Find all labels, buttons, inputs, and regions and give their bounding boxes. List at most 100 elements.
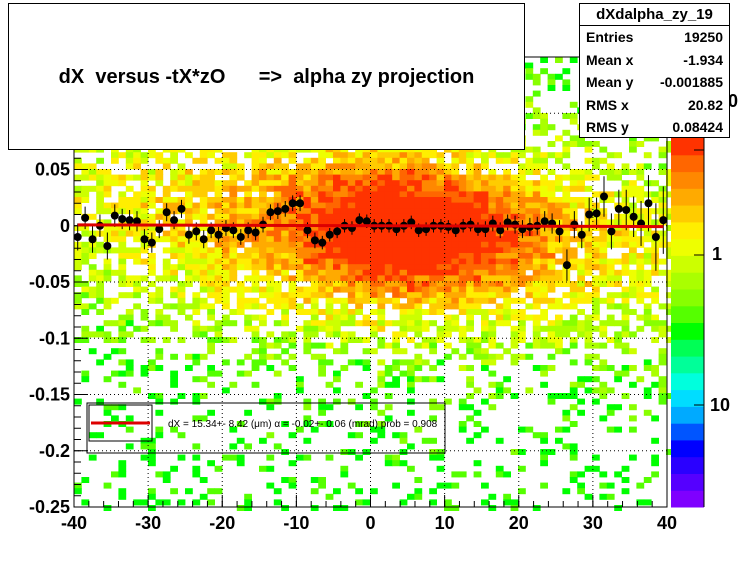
heatmap-cell	[281, 180, 289, 187]
heatmap-cell	[377, 275, 386, 282]
heatmap-cell	[399, 460, 408, 467]
heatmap-cell	[458, 197, 467, 203]
heatmap-cell	[658, 376, 667, 383]
profile-point	[318, 238, 327, 247]
heatmap-cell	[214, 269, 223, 276]
heatmap-cell	[569, 185, 578, 192]
heatmap-cell	[392, 286, 400, 293]
heatmap-cell	[266, 236, 275, 243]
heatmap-cell	[96, 269, 104, 276]
heatmap-cell	[162, 157, 171, 164]
heatmap-cell	[606, 236, 615, 243]
heatmap-cell	[510, 393, 519, 399]
heatmap-cell	[547, 208, 556, 215]
heatmap-cell	[473, 264, 482, 271]
heatmap-cell	[384, 258, 393, 265]
heatmap-cell	[259, 337, 267, 343]
heatmap-cell	[310, 353, 319, 360]
heatmap-cell	[118, 337, 127, 343]
heatmap-cell	[88, 432, 97, 439]
heatmap-cell	[643, 208, 652, 215]
heatmap-cell	[288, 208, 297, 215]
heatmap-cell	[214, 281, 223, 287]
heatmap-cell	[606, 169, 615, 175]
heatmap-cell	[407, 185, 415, 192]
palette-swatch	[671, 221, 704, 240]
profile-point	[644, 199, 653, 208]
heatmap-cell	[251, 247, 260, 254]
heatmap-cell	[407, 264, 415, 271]
heatmap-cell	[525, 208, 534, 215]
heatmap-cell	[421, 202, 430, 209]
heatmap-cell	[532, 241, 541, 248]
heatmap-cell	[251, 269, 260, 276]
heatmap-cell	[244, 197, 252, 203]
heatmap-cell	[466, 241, 474, 248]
heatmap-cell	[473, 258, 482, 265]
heatmap-cell	[340, 275, 349, 282]
heatmap-cell	[421, 281, 430, 287]
heatmap-cell	[281, 477, 289, 483]
heatmap-cell	[118, 281, 127, 287]
heatmap-cell	[466, 297, 474, 304]
heatmap-cell	[614, 213, 622, 220]
heatmap-cell	[355, 174, 363, 181]
heatmap-cell	[229, 174, 238, 181]
heatmap-cell	[362, 169, 371, 175]
heatmap-cell	[414, 185, 423, 192]
heatmap-cell	[525, 163, 534, 170]
heatmap-cell	[651, 337, 659, 343]
heatmap-cell	[347, 258, 356, 265]
heatmap-cell	[621, 488, 630, 495]
heatmap-cell	[170, 236, 178, 243]
heatmap-cell	[74, 253, 82, 259]
heatmap-cell	[355, 264, 363, 271]
heatmap-cell	[377, 264, 386, 271]
heatmap-cell	[569, 325, 578, 332]
heatmap-cell	[266, 225, 275, 231]
heatmap-cell	[288, 225, 297, 231]
palette-swatch	[671, 305, 704, 323]
heatmap-cell	[421, 185, 430, 192]
heatmap-cell	[296, 292, 304, 299]
heatmap-cell	[347, 337, 356, 343]
heatmap-cell	[310, 208, 319, 215]
heatmap-cell	[525, 191, 534, 198]
heatmap-cell	[488, 281, 497, 287]
heatmap-cell	[148, 460, 156, 467]
heatmap-cell	[362, 152, 371, 159]
heatmap-cell	[525, 219, 534, 226]
heatmap-cell	[288, 477, 297, 483]
heatmap-cell	[532, 208, 541, 215]
heatmap-cell	[236, 303, 245, 310]
heatmap-cell	[555, 208, 563, 215]
heatmap-cell	[458, 309, 467, 315]
heatmap-cell	[81, 325, 90, 332]
heatmap-cell	[495, 191, 504, 198]
heatmap-cell	[532, 303, 541, 310]
heatmap-cell	[222, 163, 230, 170]
heatmap-cell	[185, 169, 193, 175]
heatmap-cell	[340, 320, 349, 327]
heatmap-cell	[103, 219, 112, 226]
heatmap-cell	[288, 460, 297, 467]
heatmap-cell	[185, 208, 193, 215]
heatmap-cell	[592, 387, 600, 394]
heatmap-cell	[177, 286, 186, 293]
heatmap-cell	[170, 465, 178, 472]
palette-swatch	[671, 473, 704, 491]
heatmap-cell	[318, 353, 326, 360]
heatmap-cell	[540, 113, 548, 119]
heatmap-cell	[399, 309, 408, 315]
heatmap-cell	[399, 269, 408, 276]
heatmap-cell	[229, 180, 238, 187]
heatmap-cell	[303, 236, 312, 243]
heatmap-cell	[103, 191, 112, 198]
heatmap-cell	[340, 465, 349, 472]
heatmap-cell	[399, 286, 408, 293]
heatmap-cell	[355, 225, 363, 231]
heatmap-cell	[614, 471, 622, 478]
heatmap-cell	[281, 314, 289, 321]
heatmap-cell	[340, 174, 349, 181]
heatmap-cell	[140, 314, 149, 321]
